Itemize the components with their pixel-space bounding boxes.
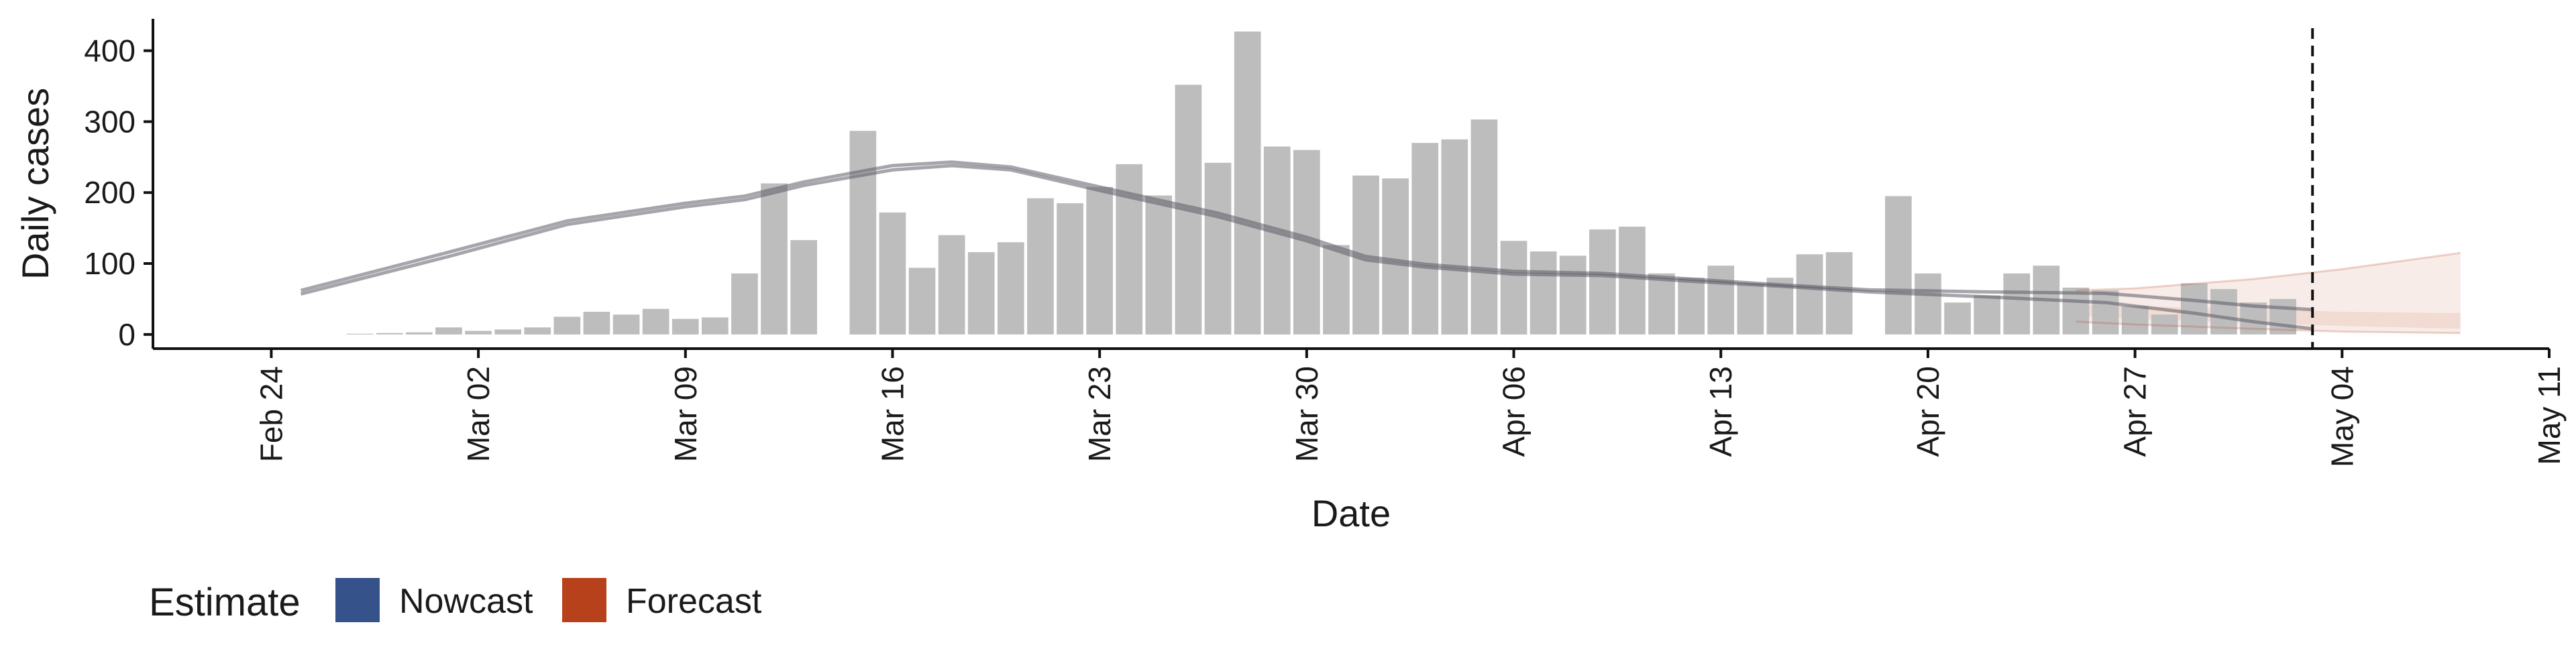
case-bar <box>1825 252 1853 335</box>
case-bar <box>1707 266 1735 335</box>
x-tick-label: May 11 <box>2532 366 2567 465</box>
case-bar <box>346 333 374 335</box>
case-bar <box>1974 295 2000 335</box>
x-tick-label: Mar 02 <box>461 366 496 462</box>
case-bar <box>938 235 965 335</box>
x-tick-label: Apr 27 <box>2118 366 2153 457</box>
legend-key-forecast <box>562 578 606 622</box>
case-bar <box>1382 178 1409 335</box>
case-bar <box>1885 196 1912 335</box>
case-bar <box>1915 273 1941 335</box>
case-bar <box>553 316 581 335</box>
case-bar <box>583 312 610 335</box>
forecast-line <box>2076 320 2461 335</box>
case-bar <box>1204 162 1232 335</box>
case-bar <box>494 329 521 335</box>
case-bar <box>998 242 1024 335</box>
case-bar <box>967 252 995 335</box>
x-tick-label: Feb 24 <box>254 366 288 462</box>
case-bar <box>1500 241 1527 335</box>
case-bar <box>1944 302 1971 335</box>
y-tick-label: 200 <box>84 175 136 210</box>
case-bar <box>2269 298 2296 335</box>
x-tick-label: Mar 30 <box>1289 366 1324 462</box>
case-bar <box>1411 143 1439 335</box>
legend-label-forecast: Forecast <box>626 582 762 621</box>
case-bar <box>1057 203 1083 335</box>
y-tick-label: 300 <box>84 104 136 139</box>
case-bar <box>672 318 699 335</box>
case-bar <box>2121 306 2149 335</box>
case-bar <box>1234 32 1261 335</box>
case-bar <box>1619 227 1646 335</box>
case-bar <box>731 273 758 335</box>
case-bar <box>1323 245 1350 335</box>
x-tick-label: Apr 06 <box>1497 366 1532 457</box>
case-bar <box>642 308 669 335</box>
case-bar <box>435 327 462 335</box>
case-bar <box>1529 251 1557 335</box>
case-bar <box>908 268 936 335</box>
case-bar <box>2062 288 2090 335</box>
axes: 0 100 200 300 400 Feb 24 Mar 02 Mar 09 Mar 16 Mar… <box>84 19 2567 467</box>
case-bar <box>465 331 492 335</box>
case-bar <box>1263 146 1291 335</box>
case-bar <box>1027 198 1054 335</box>
case-bar <box>2003 273 2031 335</box>
y-tick-label: 100 <box>84 246 136 281</box>
nowcast-line <box>300 160 2313 312</box>
x-tick-label: Apr 13 <box>1703 366 1738 457</box>
case-bar <box>524 327 551 335</box>
x-tick-label: Apr 20 <box>1911 366 1945 457</box>
case-bar <box>1589 229 1616 335</box>
case-bar <box>1441 139 1468 335</box>
case-bar <box>1678 278 1705 335</box>
x-tick-label: May 04 <box>2324 366 2359 467</box>
case-bar <box>1648 273 1675 335</box>
case-bar <box>879 212 906 335</box>
case-bar <box>761 183 788 335</box>
case-bar <box>1737 283 1764 335</box>
case-bar <box>1470 119 1498 335</box>
legend-key-nowcast <box>335 578 380 622</box>
legend: Estimate Nowcast Forecast <box>149 578 762 624</box>
case-bar <box>612 314 640 335</box>
case-bar <box>1796 254 1823 335</box>
case-bar <box>2210 289 2237 335</box>
estimate-lines <box>300 160 2461 335</box>
y-tick-label: 400 <box>84 34 136 68</box>
case-bar <box>790 240 817 335</box>
case-bar <box>2181 283 2208 335</box>
case-bar <box>1145 195 1173 335</box>
x-tick-label: Mar 23 <box>1082 366 1117 462</box>
x-axis-title: Date <box>1311 492 1391 534</box>
case-bar <box>2151 314 2178 335</box>
case-bar <box>849 131 877 335</box>
y-tick-label: 0 <box>118 317 136 352</box>
nowcast-line <box>300 164 2313 331</box>
case-bars <box>346 32 2296 335</box>
case-bar <box>1559 255 1587 335</box>
case-bar <box>376 333 403 335</box>
forecast-line <box>2076 251 2461 292</box>
x-tick-label: Mar 09 <box>668 366 703 462</box>
case-bar <box>1086 186 1113 335</box>
x-tick-label: Mar 16 <box>875 366 910 462</box>
case-bar <box>406 332 433 335</box>
case-bar <box>702 317 729 335</box>
case-bar <box>2092 290 2119 335</box>
y-axis-title: Daily cases <box>14 88 56 280</box>
forecast-ribbon <box>2076 253 2461 333</box>
legend-title: Estimate <box>149 581 301 624</box>
legend-label-nowcast: Nowcast <box>399 582 533 621</box>
